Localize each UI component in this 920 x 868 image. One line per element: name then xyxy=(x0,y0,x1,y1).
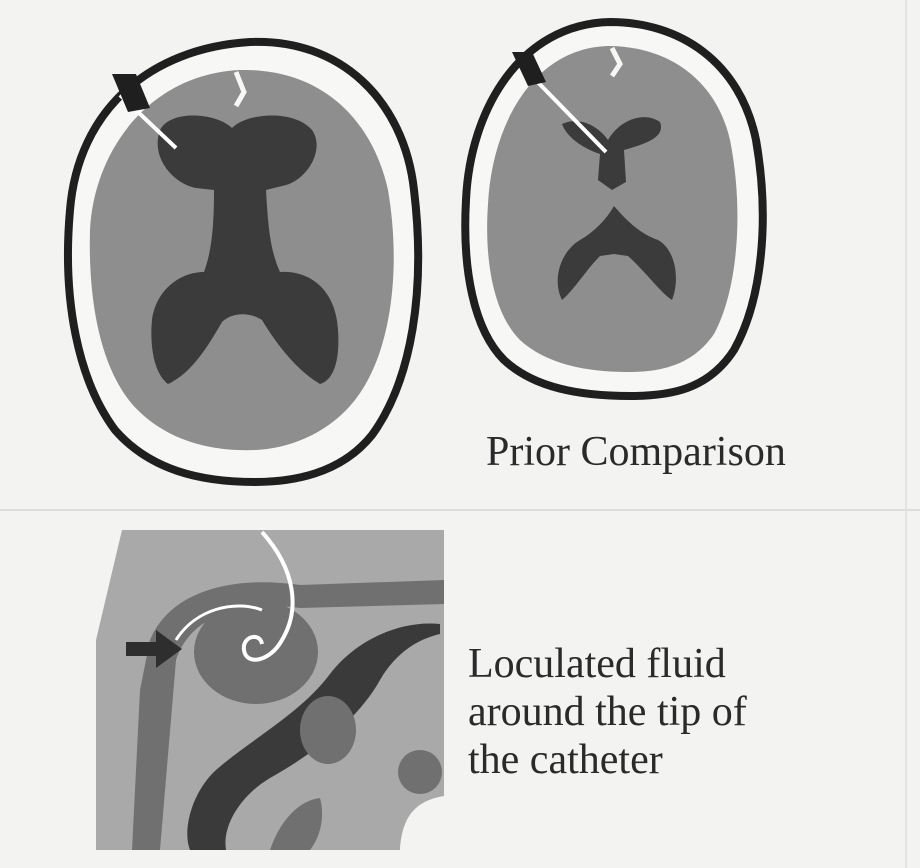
catheter-loop xyxy=(174,604,263,641)
shunt-device-prior xyxy=(512,52,546,86)
loculated-fluid-line-3: the catheter xyxy=(468,737,663,783)
loculated-fluid-line-1: Loculated fluid xyxy=(468,641,726,687)
shunt-device-current xyxy=(112,74,150,112)
ventricles-prior xyxy=(557,117,676,300)
prior-brain-scan xyxy=(461,17,767,401)
sulcus-current xyxy=(233,71,247,108)
current-brain-scan xyxy=(64,37,423,487)
prior-comparison-label: Prior Comparison xyxy=(486,429,786,475)
loculated-fluid-collection xyxy=(194,600,318,704)
arrow-icon xyxy=(126,630,182,668)
detail-panel xyxy=(96,530,444,850)
ventricles-current xyxy=(151,115,339,384)
sulcus-prior xyxy=(609,46,623,78)
detail-structure-1 xyxy=(300,696,356,764)
detail-structure-3 xyxy=(270,798,323,850)
loculated-fluid-line-2: around the tip of xyxy=(468,689,747,735)
detail-structure-2 xyxy=(398,750,442,794)
catheter-icon xyxy=(241,530,295,662)
loculated-fluid-label: Loculated fluid around the tip of the ca… xyxy=(468,640,888,784)
